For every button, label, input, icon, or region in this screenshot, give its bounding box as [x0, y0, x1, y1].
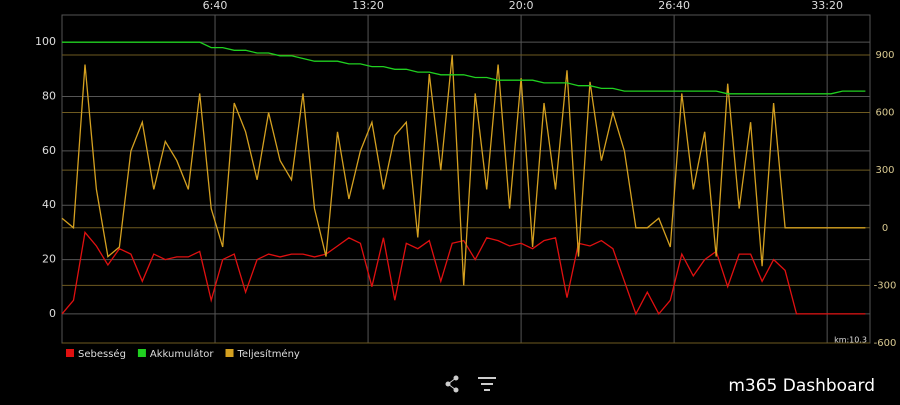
- y-tick-label: 40: [42, 198, 56, 211]
- x-tick-label: 26:40: [658, 0, 690, 12]
- x-tick-label: 33:20: [811, 0, 843, 12]
- y-tick-label: 60: [42, 144, 56, 157]
- app-name: m365 Dashboard: [728, 376, 875, 396]
- series-line: [61, 230, 866, 316]
- y-tick-label: 20: [42, 253, 56, 266]
- series-line: [61, 54, 866, 286]
- y2-tick-label: 900: [875, 50, 894, 61]
- y-tick-label: 80: [42, 90, 56, 103]
- legend-label: Akkumulátor: [150, 348, 214, 360]
- y2-tick-label: 300: [875, 165, 894, 176]
- x-tick-label: 20:0: [509, 0, 534, 12]
- y2-tick-label: -600: [874, 338, 897, 349]
- y2-tick-label: -300: [874, 280, 897, 291]
- series-line: [62, 41, 866, 95]
- y2-tick-label: 0: [882, 223, 888, 234]
- y2-tick-label: 600: [875, 108, 894, 119]
- legend-label: Teljesítmény: [237, 348, 300, 360]
- legend-swatch: [137, 349, 146, 357]
- y-tick-label: 0: [49, 307, 56, 320]
- x-tick-label: 13:20: [352, 0, 384, 12]
- y-tick-label: 100: [35, 35, 56, 48]
- legend-label: Sebesség: [78, 348, 126, 360]
- filter-icon[interactable]: [478, 377, 496, 391]
- legend-swatch: [225, 349, 234, 357]
- distance-label: km:10.3: [834, 336, 867, 345]
- x-tick-label: 6:40: [203, 0, 228, 12]
- legend-swatch: [66, 349, 74, 357]
- share-icon[interactable]: [445, 375, 459, 393]
